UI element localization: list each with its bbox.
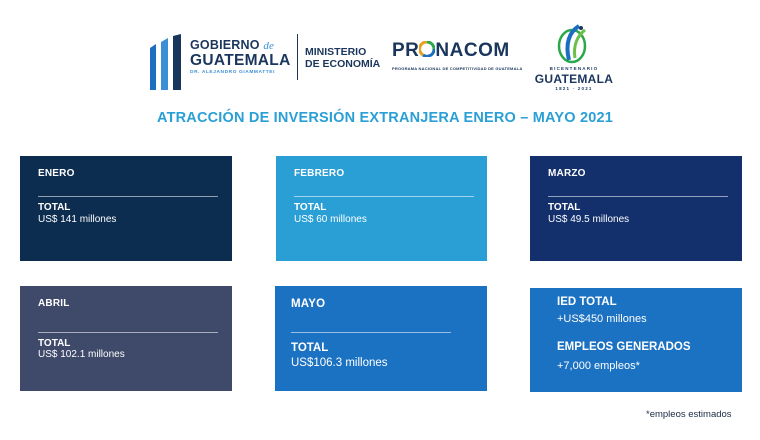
card-total-label: TOTAL [38,202,71,213]
gobierno-de-guatemala-logo: GOBIERNO de GUATEMALA DR. ALEJANDRO GIAM… [148,30,298,90]
president-name: DR. ALEJANDRO GIAMMATTEI [190,70,276,75]
card-month: MARZO [548,168,586,179]
card-total-value: US$ 141 millones [38,214,117,225]
logo-divider [297,34,298,80]
card-total-label: TOTAL [548,202,581,213]
card-divider [38,196,218,197]
quetzal-emblem-icon [557,24,587,64]
gobierno-text: GOBIERNO de [190,38,275,52]
ied-total-label: IED TOTAL [557,296,617,308]
card-total-value: US$ 60 millones [294,214,367,225]
card-summary: IED TOTAL +US$450 millones EMPLEOS GENER… [530,288,742,392]
pronacom-subtitle: PROGRAMA NACIONAL DE COMPETITIVIDAD DE G… [392,66,523,71]
guatemala-text: GUATEMALA [190,52,291,69]
empleos-value: +7,000 empleos* [557,360,640,372]
bicentenario-guatemala-logo: BICENTENARIO GUATEMALA 1821 · 2021 [534,24,614,92]
card-month: MAYO [291,298,326,310]
card-abril: ABRIL TOTAL US$ 102.1 millones [20,286,232,391]
card-enero: ENERO TOTAL US$ 141 millones [20,156,232,261]
ministerio-economia-text: MINISTERIO DE ECONOMÍA [305,46,381,70]
guatemala-bars-icon [150,34,181,90]
card-month: ABRIL [38,298,70,309]
card-total-label: TOTAL [294,202,327,213]
card-month: FEBRERO [294,168,345,179]
card-divider [291,332,451,333]
ied-total-value: +US$450 millones [557,313,647,325]
pronacom-o-icon [418,40,436,58]
empleos-label: EMPLEOS GENERADOS [557,341,691,353]
card-total-value: US$ 102.1 millones [38,349,125,360]
card-marzo: MARZO TOTAL US$ 49.5 millones [530,156,742,261]
card-mayo: MAYO TOTAL US$106.3 millones [275,286,487,391]
card-febrero: FEBRERO TOTAL US$ 60 millones [276,156,487,261]
card-divider [548,196,728,197]
card-divider [294,196,474,197]
card-total-label: TOTAL [291,342,329,354]
card-total-value: US$ 49.5 millones [548,214,630,225]
footnote: *empleos estimados [646,409,732,420]
card-month: ENERO [38,168,75,179]
card-divider [38,332,218,333]
card-total-value: US$106.3 millones [291,357,388,369]
page-title: ATRACCIÓN DE INVERSIÓN EXTRANJERA ENERO … [156,110,614,126]
card-total-label: TOTAL [38,338,71,349]
pronacom-logo: PR NACOM PROGRAMA NACIONAL DE COMPETITIVI… [392,40,523,71]
